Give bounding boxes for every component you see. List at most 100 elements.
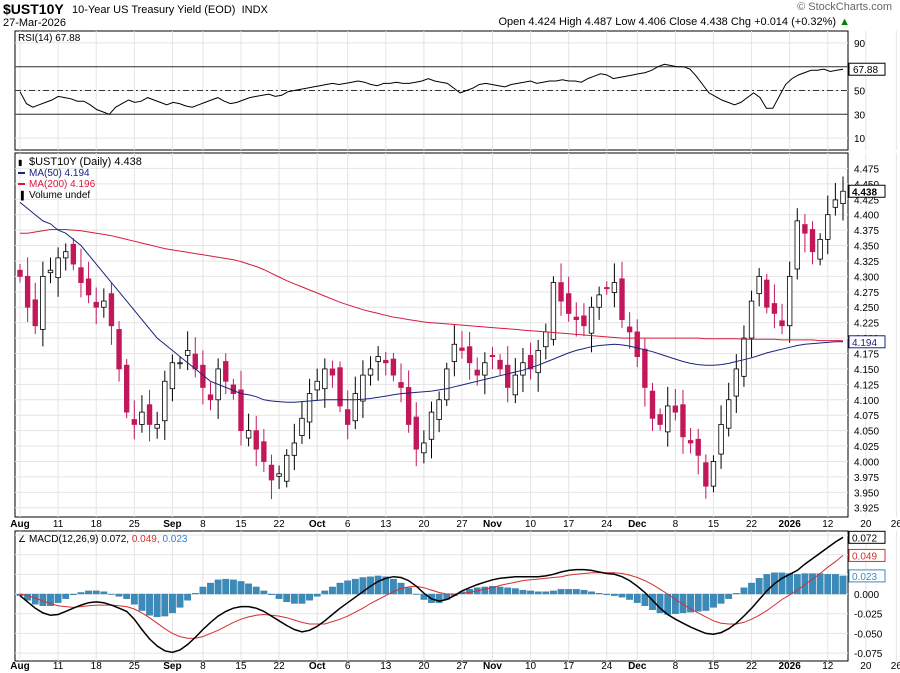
macd-title-value: 0.049, (132, 534, 163, 545)
macd-tick-label: -0.075 (854, 649, 883, 660)
histogram-bar (786, 573, 794, 595)
histogram-bar (237, 581, 245, 595)
macd-tick-label: -0.050 (854, 629, 883, 640)
histogram-bar (100, 591, 108, 595)
histogram-bar (260, 590, 268, 595)
histogram-bar (641, 593, 649, 606)
histogram-bar (229, 579, 237, 595)
candle-body (390, 358, 397, 376)
candle-body (146, 404, 153, 425)
histogram-bar (435, 593, 443, 603)
signal-value-label-box (848, 548, 886, 562)
candle-body (337, 367, 343, 407)
rsi-tick-label: 90 (854, 39, 866, 50)
candle-body (123, 364, 130, 413)
histogram-bar (92, 590, 100, 595)
candlestick-icon: ▮ (18, 158, 22, 167)
price-legend-entry: $UST10Y (Daily) 4.438 (29, 156, 142, 168)
macd-line (19, 536, 844, 654)
x-tick-label: 8 (200, 519, 206, 530)
candle-body (649, 390, 656, 419)
candle-body (207, 394, 214, 401)
candle-body (802, 224, 808, 234)
histogram-bar (329, 586, 336, 595)
histogram-bar (725, 593, 733, 599)
rsi-title: RSI(14) 67.88 (18, 33, 81, 44)
histogram-bar (275, 593, 283, 599)
histogram-bar (382, 576, 390, 595)
histogram-bar (527, 590, 534, 595)
histogram-bar (595, 593, 603, 595)
histogram-bar (115, 593, 123, 597)
candle-body (497, 359, 503, 370)
histogram-bar (824, 574, 832, 595)
rsi-line (19, 63, 844, 115)
histogram-bar (778, 572, 786, 595)
candle-body (230, 384, 237, 395)
histogram-bar (108, 593, 115, 595)
candle-body (322, 368, 328, 390)
candle-body (672, 405, 679, 413)
histogram-bar (816, 573, 824, 595)
histogram-bar (321, 590, 329, 595)
candle-body (619, 278, 625, 320)
candle-body (512, 374, 519, 396)
candle-body (505, 364, 511, 388)
histogram-bar (611, 593, 618, 596)
candle-body (375, 356, 381, 362)
histogram-bar (679, 593, 687, 614)
candle-body (710, 461, 717, 487)
candle-body (825, 214, 831, 240)
x-tick-label: 6 (345, 661, 351, 672)
candle-body (535, 350, 541, 374)
histogram-bar (77, 592, 85, 595)
price-tick-label: 4.050 (854, 427, 879, 438)
candle-body (184, 350, 191, 356)
histogram-bar (359, 577, 367, 595)
x-tick-label: 12 (822, 519, 834, 530)
x-tick-label: 27 (456, 519, 468, 530)
x-tick-label: 18 (91, 661, 103, 672)
x-tick-label: 8 (673, 519, 679, 530)
candle-body (352, 393, 358, 422)
histogram-bar (412, 593, 420, 595)
macd-title-value: 0.023 (162, 534, 187, 545)
candle-body (398, 382, 404, 388)
x-tick-label: 22 (274, 661, 286, 672)
candle-body (748, 300, 755, 339)
chart-description: 10-Year US Treasury Yield (EOD) INDX (72, 4, 268, 16)
candle-body (78, 267, 84, 283)
macd-signal-line (19, 555, 844, 639)
price-tick-label: 4.025 (854, 442, 879, 453)
histogram-bar (344, 580, 352, 595)
candle-body (726, 399, 732, 429)
price-tick-label: 4.425 (854, 195, 879, 206)
candle-body (421, 442, 427, 454)
candle-body (764, 279, 770, 308)
histogram-bar (588, 591, 595, 595)
histogram-bar (69, 593, 77, 595)
price-tick-label: 4.150 (854, 365, 879, 376)
histogram-bar (671, 593, 679, 614)
candle-body (261, 441, 267, 462)
rsi-tick-label: 30 (854, 110, 866, 121)
x-tick-label: Sep (163, 519, 181, 530)
candle-body (558, 282, 564, 302)
candle-body (253, 430, 259, 450)
ohlc-text: Open 4.424 High 4.487 Low 4.406 Close 4.… (498, 16, 837, 28)
x-tick-label: 2026 (779, 519, 802, 530)
x-tick-label: 26 (891, 519, 900, 530)
histogram-bar (336, 582, 344, 595)
histogram-bar (519, 589, 527, 595)
candle-body (527, 354, 534, 370)
histogram-bar (572, 589, 580, 595)
price-tick-label: 3.925 (854, 504, 879, 515)
x-tick-label: 10 (525, 519, 537, 530)
histogram-bar (169, 593, 176, 614)
histogram-bar (603, 593, 611, 595)
x-tick-label: 12 (822, 661, 834, 672)
x-tick-label: 17 (563, 661, 575, 672)
x-tick-label: 26 (891, 661, 900, 672)
candle-body (367, 368, 374, 376)
candle-body (116, 329, 122, 370)
